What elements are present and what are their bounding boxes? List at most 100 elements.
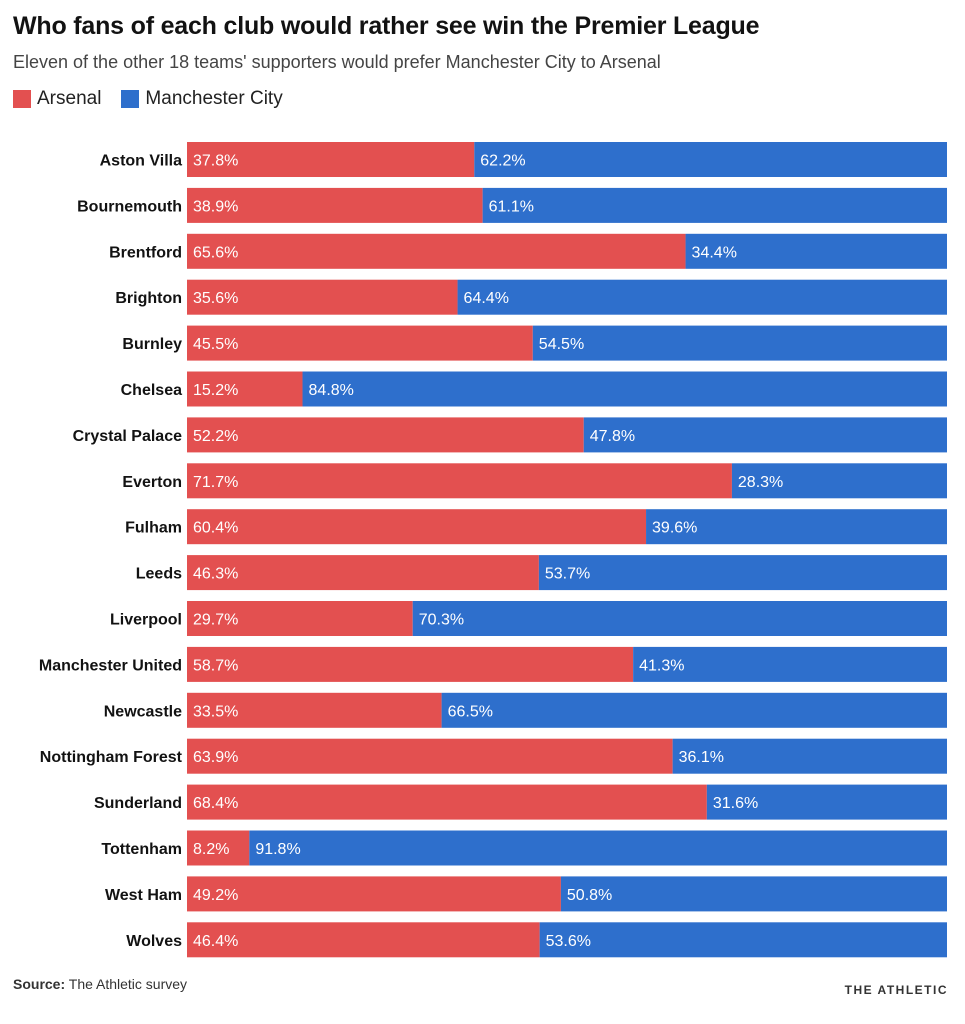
bar-city	[412, 601, 948, 636]
legend-swatch-arsenal	[13, 90, 31, 108]
category-label: Tottenham	[101, 841, 182, 858]
value-label-city: 66.5%	[448, 703, 493, 720]
category-label: Brentford	[109, 244, 182, 261]
bar-city	[583, 417, 947, 453]
value-label-city: 53.7%	[545, 566, 590, 583]
bar-row-brighton: Brighton 35.6% 64.4%	[115, 279, 947, 315]
bar-row-burnley: Burnley 45.5% 54.5%	[122, 325, 947, 361]
value-label-city: 64.4%	[464, 290, 509, 307]
bar-arsenal	[187, 876, 561, 912]
category-label: Chelsea	[121, 382, 182, 399]
bar-arsenal	[187, 142, 475, 177]
bar-arsenal	[187, 233, 686, 269]
value-label-city: 84.8%	[309, 382, 354, 399]
category-label: Burnley	[122, 336, 182, 353]
value-label-city: 36.1%	[679, 749, 724, 766]
value-label-arsenal: 60.4%	[193, 520, 238, 537]
legend: Arsenal Manchester City	[13, 88, 303, 110]
value-label-arsenal: 8.2%	[193, 841, 229, 858]
source-text: The Athletic survey	[65, 976, 188, 992]
value-label-arsenal: 71.7%	[193, 474, 238, 491]
category-label: Manchester United	[39, 657, 182, 674]
category-label: Everton	[122, 474, 182, 491]
bar-row-nottingham-forest: Nottingham Forest 63.9% 36.1%	[40, 738, 947, 774]
value-label-city: 41.3%	[639, 657, 684, 674]
legend-label-city: Manchester City	[145, 88, 283, 109]
bar-arsenal	[187, 279, 458, 315]
value-label-arsenal: 63.9%	[193, 749, 238, 766]
bar-row-newcastle: Newcastle 33.5% 66.5%	[104, 692, 947, 728]
value-label-city: 34.4%	[692, 244, 737, 261]
value-label-city: 47.8%	[590, 428, 635, 445]
bar-arsenal	[187, 187, 483, 223]
bar-arsenal	[187, 922, 540, 958]
legend-item-arsenal: Arsenal	[13, 88, 101, 110]
bar-row-brentford: Brentford 65.6% 34.4%	[109, 233, 947, 269]
bar-arsenal	[187, 463, 732, 499]
value-label-arsenal: 49.2%	[193, 887, 238, 904]
bar-city	[474, 142, 947, 177]
bar-city	[538, 555, 947, 591]
bar-city	[646, 509, 947, 545]
bar-arsenal	[187, 646, 634, 682]
bar-city	[685, 233, 947, 269]
category-label: Newcastle	[104, 703, 182, 720]
bar-city	[539, 922, 947, 958]
brand-logo: THE ATHLETIC	[844, 983, 948, 997]
legend-item-city: Manchester City	[121, 88, 283, 110]
value-label-arsenal: 35.6%	[193, 290, 238, 307]
bar-row-everton: Everton 71.7% 28.3%	[122, 463, 947, 499]
bar-city	[532, 325, 947, 361]
bar-city	[706, 784, 947, 820]
category-label: Crystal Palace	[73, 428, 183, 445]
bar-row-chelsea: Chelsea 15.2% 84.8%	[121, 371, 947, 407]
value-label-arsenal: 46.3%	[193, 566, 238, 583]
bar-arsenal	[187, 509, 647, 545]
value-label-city: 62.2%	[480, 153, 525, 170]
value-label-arsenal: 68.4%	[193, 795, 238, 812]
bar-arsenal	[187, 830, 250, 866]
bar-city	[457, 279, 947, 315]
bar-row-tottenham: Tottenham 8.2% 91.8%	[101, 830, 947, 866]
value-label-city: 91.8%	[255, 841, 300, 858]
value-label-city: 70.3%	[419, 612, 464, 629]
value-label-arsenal: 37.8%	[193, 153, 238, 170]
category-label: Nottingham Forest	[40, 749, 183, 766]
category-label: Liverpool	[110, 612, 182, 629]
bar-city	[672, 738, 947, 774]
legend-swatch-city	[121, 90, 140, 108]
value-label-city: 53.6%	[546, 933, 591, 950]
value-label-arsenal: 33.5%	[193, 703, 238, 720]
bar-city	[482, 187, 947, 223]
value-label-arsenal: 65.6%	[193, 244, 238, 261]
value-label-city: 31.6%	[713, 795, 758, 812]
value-label-city: 39.6%	[652, 520, 697, 537]
category-label: West Ham	[105, 887, 182, 904]
value-label-arsenal: 45.5%	[193, 336, 238, 353]
category-label: Bournemouth	[77, 198, 182, 215]
bar-row-manchester-united: Manchester United 58.7% 41.3%	[39, 646, 947, 682]
bar-arsenal	[187, 738, 673, 774]
bar-row-sunderland: Sunderland 68.4% 31.6%	[94, 784, 947, 820]
bar-arsenal	[187, 371, 303, 407]
bar-arsenal	[187, 325, 533, 361]
value-label-arsenal: 52.2%	[193, 428, 238, 445]
bar-row-leeds: Leeds 46.3% 53.7%	[136, 555, 947, 591]
legend-label-arsenal: Arsenal	[37, 88, 102, 109]
bar-city	[441, 692, 947, 728]
bar-arsenal	[187, 784, 707, 820]
value-label-arsenal: 29.7%	[193, 612, 238, 629]
category-label: Fulham	[125, 520, 182, 537]
chart-subtitle: Eleven of the other 18 teams' supporters…	[13, 52, 661, 72]
value-label-arsenal: 38.9%	[193, 198, 238, 215]
chart-title: Who fans of each club would rather see w…	[13, 12, 760, 40]
bar-row-crystal-palace: Crystal Palace 52.2% 47.8%	[73, 417, 947, 453]
bar-city	[249, 830, 947, 866]
value-label-city: 61.1%	[489, 198, 534, 215]
category-label: Sunderland	[94, 795, 182, 812]
category-label: Aston Villa	[100, 153, 182, 170]
bar-row-wolves: Wolves 46.4% 53.6%	[126, 922, 947, 958]
bar-row-liverpool: Liverpool 29.7% 70.3%	[110, 601, 948, 636]
bar-city	[633, 646, 947, 682]
value-label-arsenal: 46.4%	[193, 933, 238, 950]
